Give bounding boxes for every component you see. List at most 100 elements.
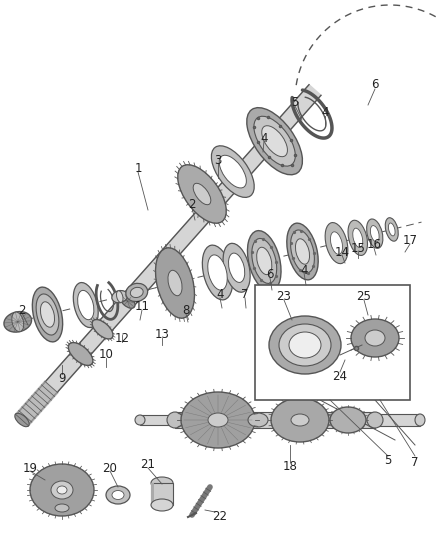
Ellipse shape <box>151 477 173 489</box>
Ellipse shape <box>181 392 255 448</box>
Ellipse shape <box>223 244 250 292</box>
Text: 10: 10 <box>99 349 113 361</box>
Ellipse shape <box>117 291 123 303</box>
Ellipse shape <box>279 324 331 366</box>
Ellipse shape <box>4 312 32 332</box>
Ellipse shape <box>112 290 127 303</box>
Ellipse shape <box>40 302 55 327</box>
Ellipse shape <box>73 282 98 328</box>
Ellipse shape <box>269 316 341 374</box>
Ellipse shape <box>151 499 173 511</box>
Ellipse shape <box>12 312 24 332</box>
Text: 12: 12 <box>114 332 130 344</box>
Text: 17: 17 <box>403 233 417 246</box>
Text: 7: 7 <box>411 456 419 469</box>
Text: 14: 14 <box>335 246 350 259</box>
Bar <box>140 415 175 425</box>
Ellipse shape <box>289 332 321 358</box>
Ellipse shape <box>92 320 113 339</box>
Bar <box>375 414 420 426</box>
Text: 8: 8 <box>182 303 190 317</box>
Bar <box>255 285 410 400</box>
Text: 4: 4 <box>260 132 268 144</box>
Ellipse shape <box>120 294 135 308</box>
Text: 5: 5 <box>291 95 299 109</box>
Ellipse shape <box>68 343 93 366</box>
Polygon shape <box>15 381 58 426</box>
Text: 2: 2 <box>18 303 26 317</box>
Ellipse shape <box>155 248 194 318</box>
Text: 4: 4 <box>321 106 329 118</box>
Ellipse shape <box>112 490 124 499</box>
Ellipse shape <box>385 217 398 241</box>
Ellipse shape <box>78 290 94 320</box>
Ellipse shape <box>415 414 425 426</box>
Ellipse shape <box>389 223 395 236</box>
Ellipse shape <box>351 319 399 357</box>
Ellipse shape <box>247 231 281 291</box>
Ellipse shape <box>178 165 226 223</box>
Text: 19: 19 <box>22 462 38 474</box>
Ellipse shape <box>208 255 227 290</box>
Text: 22: 22 <box>212 510 227 522</box>
Text: 4: 4 <box>216 288 224 302</box>
Ellipse shape <box>331 232 343 254</box>
Text: 24: 24 <box>332 369 347 383</box>
Ellipse shape <box>167 412 183 428</box>
Ellipse shape <box>371 225 379 242</box>
Ellipse shape <box>212 146 254 197</box>
Text: 1: 1 <box>134 161 142 174</box>
Ellipse shape <box>296 239 310 264</box>
Text: 6: 6 <box>371 77 379 91</box>
Ellipse shape <box>365 330 385 346</box>
Ellipse shape <box>219 155 246 188</box>
Ellipse shape <box>126 284 148 302</box>
Ellipse shape <box>348 220 367 255</box>
Bar <box>151 483 154 505</box>
Ellipse shape <box>248 413 268 427</box>
Text: 16: 16 <box>367 238 381 251</box>
Text: 15: 15 <box>350 241 365 254</box>
Ellipse shape <box>287 223 318 280</box>
Text: 4: 4 <box>300 263 308 277</box>
Text: 21: 21 <box>141 458 155 472</box>
Ellipse shape <box>106 486 130 504</box>
Ellipse shape <box>202 245 233 300</box>
Text: 3: 3 <box>214 154 222 166</box>
Ellipse shape <box>257 247 272 274</box>
Text: 6: 6 <box>266 269 274 281</box>
Ellipse shape <box>30 464 94 516</box>
Text: 9: 9 <box>58 372 66 384</box>
Text: 7: 7 <box>241 288 249 302</box>
Text: 20: 20 <box>102 462 117 474</box>
Ellipse shape <box>291 414 309 426</box>
Ellipse shape <box>367 412 383 428</box>
Ellipse shape <box>32 287 63 342</box>
Polygon shape <box>16 85 321 425</box>
Bar <box>175 412 375 428</box>
Ellipse shape <box>353 228 363 247</box>
Ellipse shape <box>193 183 211 205</box>
Ellipse shape <box>325 223 348 264</box>
Text: 23: 23 <box>276 289 291 303</box>
Ellipse shape <box>367 219 383 248</box>
Ellipse shape <box>254 116 295 166</box>
Ellipse shape <box>131 287 143 297</box>
Ellipse shape <box>229 253 245 282</box>
Ellipse shape <box>15 413 29 427</box>
Bar <box>151 483 173 505</box>
Ellipse shape <box>290 230 314 273</box>
Text: 25: 25 <box>357 289 371 303</box>
Ellipse shape <box>208 413 228 427</box>
Text: 18: 18 <box>283 459 297 472</box>
Ellipse shape <box>168 270 182 296</box>
Text: 2: 2 <box>188 198 196 212</box>
Ellipse shape <box>252 238 277 284</box>
Ellipse shape <box>57 486 67 494</box>
Text: 13: 13 <box>155 328 170 342</box>
Text: 5: 5 <box>384 454 392 466</box>
Ellipse shape <box>262 126 287 157</box>
Ellipse shape <box>55 504 69 512</box>
Ellipse shape <box>36 294 59 335</box>
Ellipse shape <box>135 415 145 425</box>
